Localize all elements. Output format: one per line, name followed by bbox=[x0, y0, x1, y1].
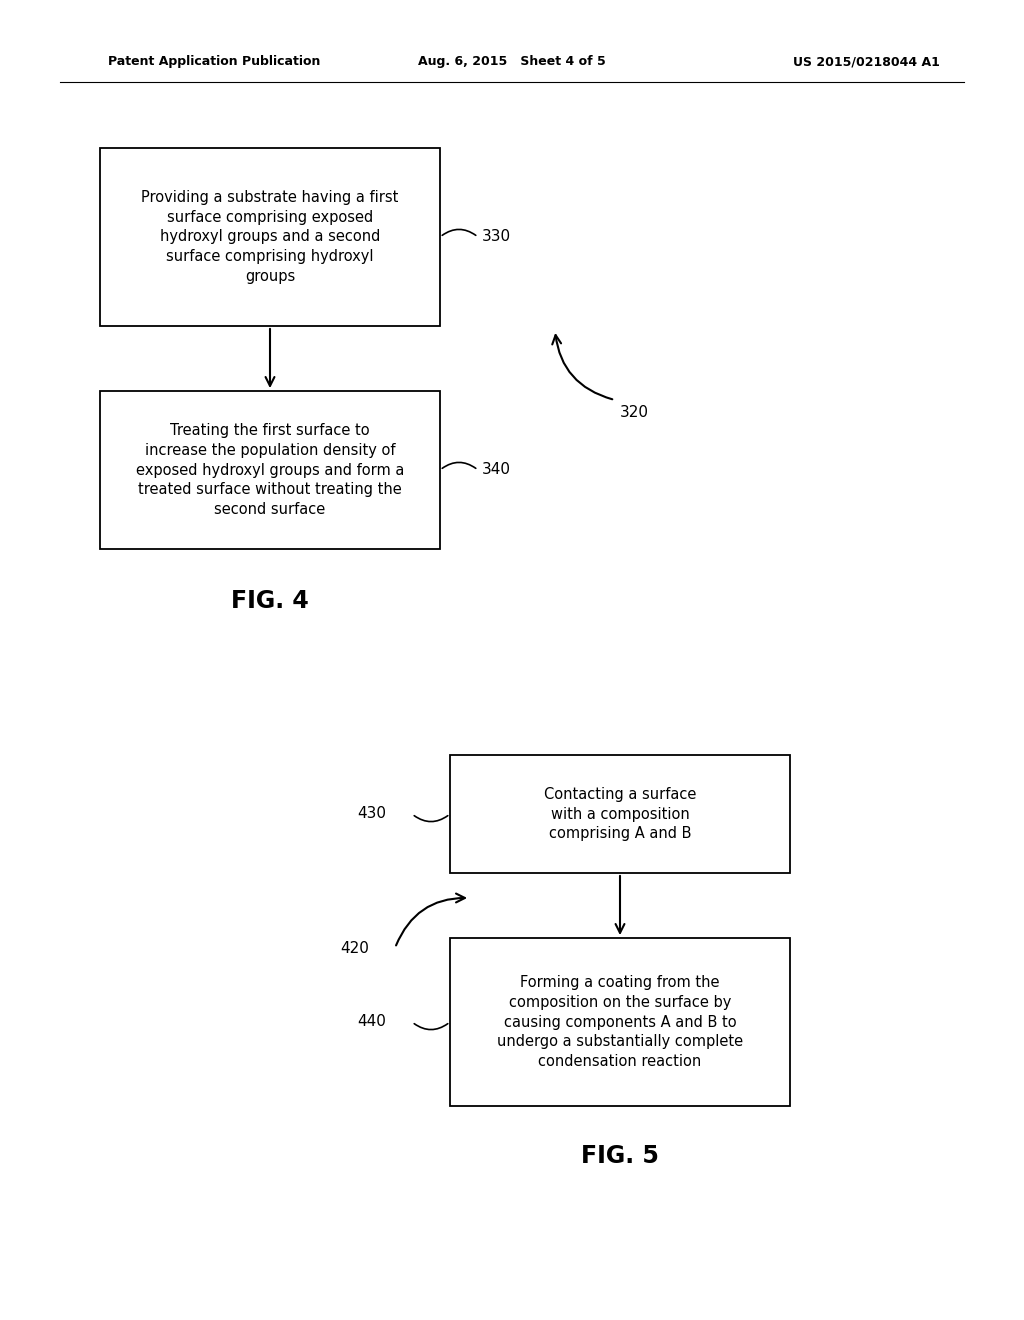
Text: 320: 320 bbox=[620, 405, 649, 420]
Text: FIG. 5: FIG. 5 bbox=[581, 1144, 658, 1168]
Text: Patent Application Publication: Patent Application Publication bbox=[108, 55, 321, 69]
Text: Contacting a surface
with a composition
comprising A and B: Contacting a surface with a composition … bbox=[544, 787, 696, 841]
Text: Providing a substrate having a first
surface comprising exposed
hydroxyl groups : Providing a substrate having a first sur… bbox=[141, 190, 398, 284]
Bar bbox=[100, 391, 440, 549]
Bar bbox=[450, 755, 790, 873]
Bar bbox=[450, 939, 790, 1106]
Text: 420: 420 bbox=[340, 941, 369, 956]
Text: FIG. 4: FIG. 4 bbox=[231, 589, 309, 612]
Text: Forming a coating from the
composition on the surface by
causing components A an: Forming a coating from the composition o… bbox=[497, 975, 743, 1069]
Text: Treating the first surface to
increase the population density of
exposed hydroxy: Treating the first surface to increase t… bbox=[136, 422, 404, 517]
Text: Aug. 6, 2015   Sheet 4 of 5: Aug. 6, 2015 Sheet 4 of 5 bbox=[418, 55, 606, 69]
Text: 430: 430 bbox=[357, 807, 386, 821]
Text: 440: 440 bbox=[357, 1014, 386, 1030]
Text: US 2015/0218044 A1: US 2015/0218044 A1 bbox=[794, 55, 940, 69]
Bar bbox=[100, 148, 440, 326]
Text: 330: 330 bbox=[482, 228, 511, 244]
Text: 340: 340 bbox=[482, 462, 511, 477]
